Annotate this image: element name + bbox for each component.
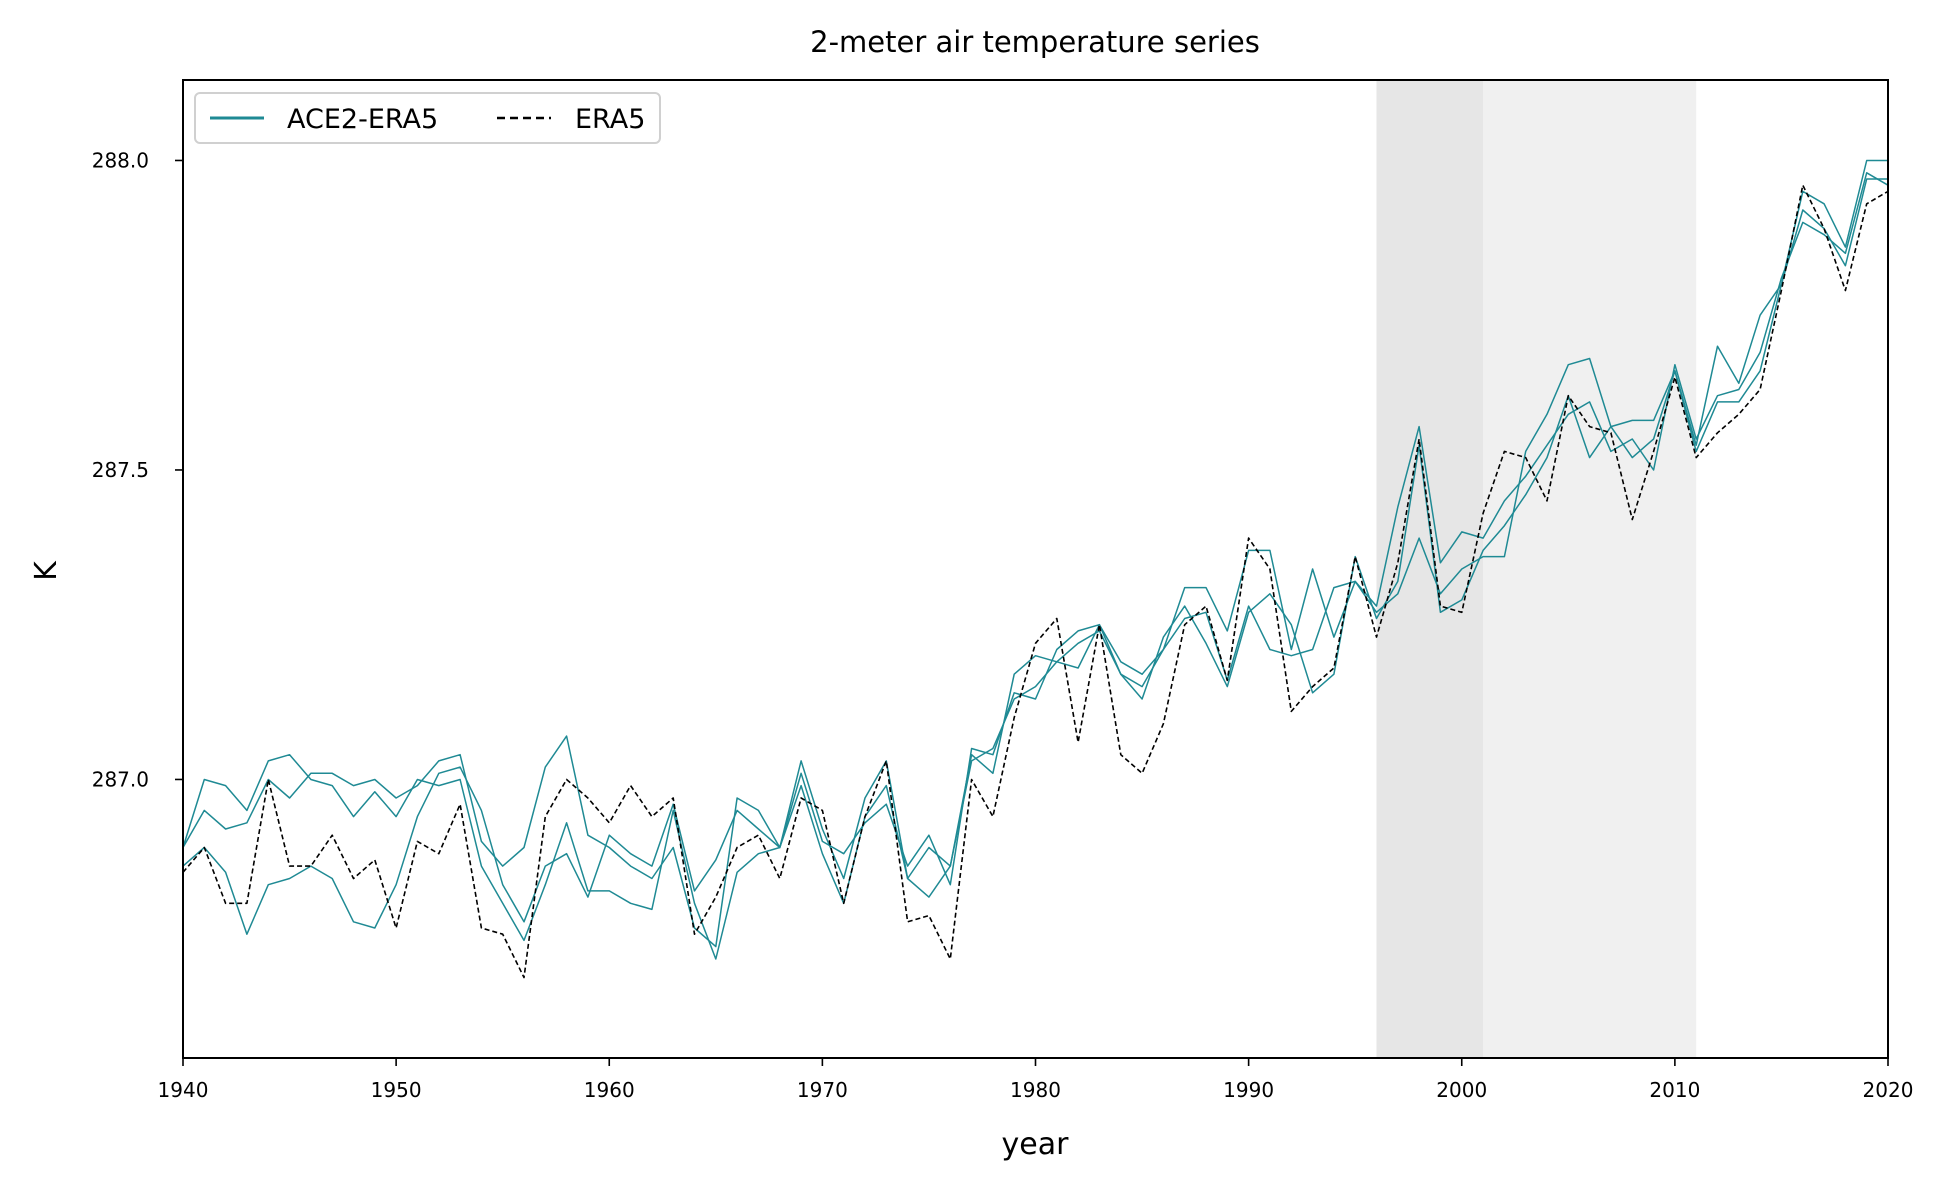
shaded-region-1: [1483, 80, 1697, 1058]
x-tick-label: 1980: [1010, 1078, 1061, 1102]
x-tick-label: 1990: [1223, 1078, 1274, 1102]
x-tick-label: 1940: [158, 1078, 209, 1102]
x-tick-label: 2000: [1436, 1078, 1487, 1102]
series-line-ace2-era5-3: [182, 178, 1888, 935]
series-line-ace2-era5-2: [182, 172, 1889, 948]
series-line-ace2-era5-1: [182, 159, 1888, 960]
x-axis-label: year: [1002, 1127, 1070, 1162]
shaded-regions: [1376, 80, 1697, 1058]
legend-box: [194, 92, 661, 144]
x-tick-label: 1970: [797, 1078, 848, 1102]
shaded-region-0: [1376, 80, 1484, 1058]
legend-label-era5: ERA5: [575, 104, 645, 135]
y-tick-label: 287.5: [92, 458, 149, 482]
y-tick-label: 287.0: [92, 767, 149, 791]
x-tick-label: 2020: [1863, 1078, 1914, 1102]
x-tick-label: 1950: [371, 1078, 422, 1102]
y-axis-ticks: 287.0 287.5 288.0: [92, 148, 183, 791]
series-line-era5: [182, 184, 1889, 979]
x-tick-label: 1960: [584, 1078, 635, 1102]
series-lines: [182, 159, 1889, 979]
x-tick-label: 2010: [1649, 1078, 1700, 1102]
y-axis-label: K: [29, 560, 64, 581]
y-tick-label: 288.0: [92, 148, 149, 172]
legend: ACE2-ERA5 ERA5: [194, 92, 661, 144]
chart-title: 2-meter air temperature series: [810, 25, 1260, 59]
x-axis-ticks: 1940 1950 1960 1970 1980 1990 2000 2010 2020: [158, 1058, 1914, 1102]
legend-label-ace2-era5: ACE2-ERA5: [287, 104, 438, 135]
